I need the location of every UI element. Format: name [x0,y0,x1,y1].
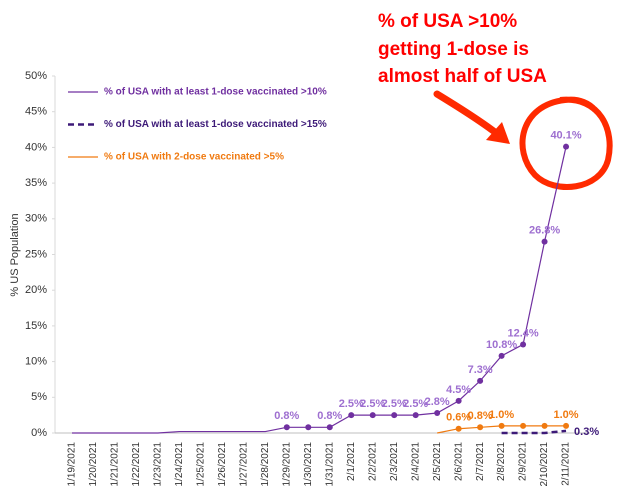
x-tick-label: 2/1/2021 [346,442,357,481]
x-tick-label: 2/8/2021 [496,442,507,481]
x-tick-label: 1/29/2021 [281,442,292,487]
x-tick-label: 1/31/2021 [324,442,335,487]
data-label: 0.3% [574,426,599,438]
x-tick-label: 1/27/2021 [238,442,249,487]
data-label: 1.0% [489,409,514,421]
x-tick-label: 1/24/2021 [174,442,185,487]
data-point [498,352,505,359]
data-label: 0.8% [317,410,342,422]
legend-label: % of USA with at least 1-dose vaccinated… [104,119,327,130]
data-point [391,412,398,419]
x-tick-label: 1/26/2021 [217,442,228,487]
data-point [369,412,376,419]
data-label: 1.0% [554,409,579,421]
data-point [563,143,570,150]
x-tick-label: 2/3/2021 [389,442,400,481]
data-point [434,410,441,417]
x-tick-label: 1/28/2021 [260,442,271,487]
series-line [501,429,567,435]
data-point [477,424,484,431]
data-label: 26.8% [529,225,560,237]
x-tick-label: 2/5/2021 [432,442,443,481]
annotation: getting 1-dose is [378,39,529,60]
x-tick-label: 2/11/2021 [561,442,572,486]
y-tick-label: 35% [25,177,47,189]
data-label: 2.8% [425,396,450,408]
y-axis-label: % US Population [9,213,21,296]
legend-label: % of USA with at least 1-dose vaccinated… [104,87,327,98]
x-tick-label: 1/30/2021 [303,442,314,487]
data-label: 2.5% [382,398,407,410]
data-point [520,341,527,348]
data-label: 40.1% [550,130,581,142]
data-label: 10.8% [486,339,517,351]
x-tick-label: 1/25/2021 [196,442,207,487]
x-tick-label: 2/2/2021 [367,442,378,481]
y-tick-label: 40% [25,141,47,153]
data-point [326,424,333,431]
data-label: 2.5% [339,398,364,410]
y-tick-label: 5% [31,391,47,403]
data-label: 2.5% [360,398,385,410]
data-label: 12.4% [507,327,538,339]
data-label: 0.8% [468,410,493,422]
x-tick-label: 2/10/2021 [539,442,550,487]
x-tick-label: 2/4/2021 [410,442,421,481]
x-tick-label: 2/6/2021 [453,442,464,481]
y-tick-label: 45% [25,106,47,118]
data-point [498,422,505,429]
y-tick-label: 25% [25,248,47,260]
y-tick-label: 0% [31,427,47,439]
data-label: 4.5% [446,384,471,396]
x-tick-label: 1/20/2021 [88,442,99,487]
arrowhead [486,122,510,144]
arrow [433,90,504,140]
data-label: 0.8% [274,410,299,422]
x-tick-label: 1/21/2021 [110,442,121,487]
data-point [348,412,355,419]
data-label: 2.5% [403,398,428,410]
legend-label: % of USA with 2-dose vaccinated >5% [104,152,284,163]
data-point [455,425,462,432]
x-tick-label: 1/19/2021 [67,442,78,487]
data-point [305,424,312,431]
x-tick-label: 2/9/2021 [518,442,529,481]
y-tick-label: 50% [25,70,47,82]
x-tick-label: 1/23/2021 [153,442,164,487]
y-tick-label: 10% [25,356,47,368]
data-point [455,397,462,404]
data-point [563,422,570,429]
data-point [283,424,290,431]
data-label: 0.6% [446,412,471,424]
y-tick-label: 30% [25,213,47,225]
series-line [72,146,567,434]
data-point [541,238,548,245]
data-label: 7.3% [468,364,493,376]
x-tick-label: 1/22/2021 [131,442,142,487]
y-tick-label: 15% [25,320,47,332]
x-tick-label: 2/7/2021 [475,442,486,481]
data-point [477,377,484,384]
annotation: almost half of USA [378,66,547,87]
annotation: % of USA >10% [378,11,517,32]
data-point [520,422,527,429]
data-point [541,422,548,429]
data-point [412,412,419,419]
y-tick-label: 20% [25,284,47,296]
highlight-circle [519,96,613,190]
